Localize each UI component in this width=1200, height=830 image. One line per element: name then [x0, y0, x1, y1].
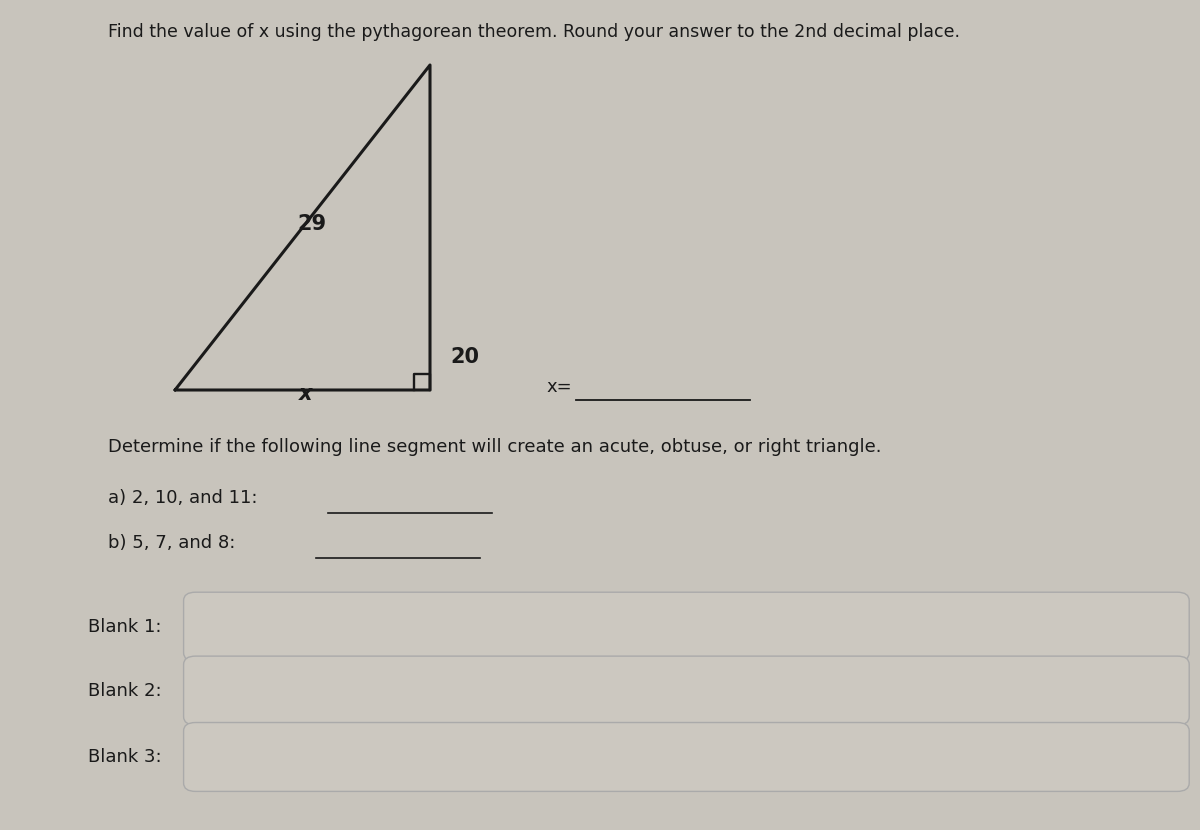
- FancyBboxPatch shape: [184, 593, 1189, 661]
- FancyBboxPatch shape: [184, 656, 1189, 725]
- Text: Blank 2:: Blank 2:: [88, 681, 161, 700]
- Text: x=: x=: [546, 378, 571, 396]
- Text: a) 2, 10, and 11:: a) 2, 10, and 11:: [108, 489, 258, 507]
- Text: x: x: [299, 384, 313, 404]
- Text: Blank 1:: Blank 1:: [88, 618, 161, 636]
- Text: Blank 3:: Blank 3:: [88, 748, 161, 766]
- Text: 20: 20: [450, 347, 479, 367]
- Text: b) 5, 7, and 8:: b) 5, 7, and 8:: [108, 534, 235, 552]
- FancyBboxPatch shape: [184, 722, 1189, 792]
- Text: Determine if the following line segment will create an acute, obtuse, or right t: Determine if the following line segment …: [108, 437, 882, 456]
- Text: Find the value of x using the pythagorean theorem. Round your answer to the 2nd : Find the value of x using the pythagorea…: [108, 23, 960, 42]
- Text: 29: 29: [298, 214, 326, 234]
